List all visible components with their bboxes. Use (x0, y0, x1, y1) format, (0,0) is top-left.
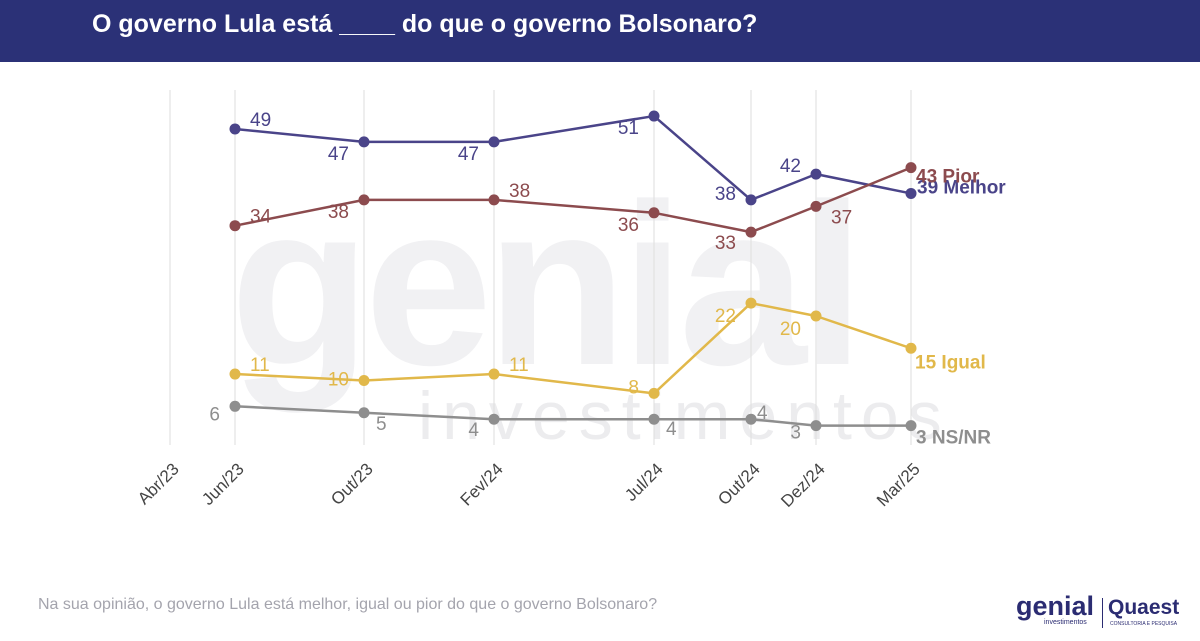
data-label-melhor: 51 (618, 118, 639, 139)
data-point-igual (745, 297, 757, 309)
watermark-logo: genial (230, 156, 865, 413)
data-label-igual: 8 (628, 377, 639, 398)
data-point-igual (905, 342, 917, 354)
data-point-igual (488, 368, 500, 380)
data-label-melhor: 47 (328, 144, 349, 165)
data-label-igual: 22 (715, 306, 736, 327)
data-point-ns-nr (488, 413, 500, 425)
data-label-pior: 37 (831, 207, 852, 228)
data-label-ns-nr: 4 (666, 419, 677, 440)
data-point-pior (488, 194, 500, 206)
x-tick-label: Out/24 (714, 459, 764, 509)
data-label-pior: 34 (250, 207, 272, 228)
data-label-melhor: 49 (250, 110, 271, 131)
data-point-ns-nr (810, 420, 822, 432)
end-label-igual: 15 Igual (915, 352, 986, 373)
page-title: O governo Lula está ____ do que o govern… (92, 10, 758, 38)
data-label-melhor: 38 (715, 184, 736, 205)
data-label-ns-nr: 6 (209, 404, 220, 425)
data-point-ns-nr (229, 400, 241, 412)
data-label-igual: 20 (780, 319, 801, 340)
data-label-igual: 11 (509, 355, 529, 376)
x-tick-label: Mar/25 (873, 459, 924, 510)
data-label-pior: 38 (328, 202, 349, 223)
data-point-melhor (648, 110, 660, 122)
data-label-pior: 38 (509, 181, 530, 202)
data-label-pior: 36 (618, 215, 639, 236)
data-point-melhor (745, 194, 757, 206)
data-point-pior (229, 220, 241, 232)
data-point-pior (648, 207, 660, 219)
end-label-pior: 43 Pior (916, 167, 980, 188)
x-tick-label: Out/23 (327, 459, 377, 509)
data-point-pior (358, 194, 370, 206)
data-point-ns-nr (905, 420, 917, 432)
end-label-melhor: 39 Melhor (917, 177, 1006, 198)
data-label-ns-nr: 4 (468, 420, 479, 441)
data-point-pior (810, 200, 822, 212)
genial-logo: genial (1016, 591, 1095, 621)
data-point-igual (648, 387, 660, 399)
data-label-ns-nr: 3 (790, 423, 801, 444)
quaest-logo-subtitle: CONSULTORIA E PESQUISA (1110, 621, 1178, 627)
data-point-melhor (905, 187, 917, 199)
data-point-melhor (810, 168, 822, 180)
end-label-ns-nr: 3 NS/NR (916, 428, 991, 449)
data-label-igual: 10 (328, 370, 349, 391)
survey-question: Na sua opinião, o governo Lula está melh… (38, 596, 658, 613)
watermark-logo-sub: investimentos (418, 378, 951, 454)
data-point-ns-nr (358, 407, 370, 419)
data-point-pior (745, 226, 757, 238)
logo-divider (1102, 598, 1103, 628)
data-label-ns-nr: 5 (376, 414, 387, 435)
header-band: O governo Lula está ____ do que o govern… (0, 0, 1200, 62)
data-point-ns-nr (745, 413, 757, 425)
data-label-ns-nr: 4 (757, 403, 768, 424)
x-tick-label: Dez/24 (777, 459, 829, 511)
data-label-igual: 11 (250, 355, 270, 376)
data-point-igual (810, 310, 822, 322)
data-label-pior: 33 (715, 233, 736, 254)
data-point-igual (358, 375, 370, 386)
data-point-melhor (229, 123, 241, 135)
x-tick-label: Jul/24 (621, 459, 667, 505)
x-tick-label: Abr/23 (134, 459, 183, 508)
data-point-melhor (488, 136, 500, 148)
series-line-ns-nr (234, 405, 911, 427)
data-point-pior (905, 162, 917, 174)
data-label-melhor: 42 (780, 156, 801, 177)
data-point-igual (229, 368, 241, 380)
data-point-ns-nr (648, 413, 660, 425)
quaest-logo: Quaest (1108, 596, 1180, 619)
x-tick-label: Fev/24 (457, 459, 507, 509)
data-point-melhor (358, 136, 370, 148)
data-label-melhor: 47 (458, 144, 479, 165)
genial-logo-subtitle: investimentos (1044, 619, 1087, 626)
x-tick-label: Jun/23 (198, 459, 248, 509)
